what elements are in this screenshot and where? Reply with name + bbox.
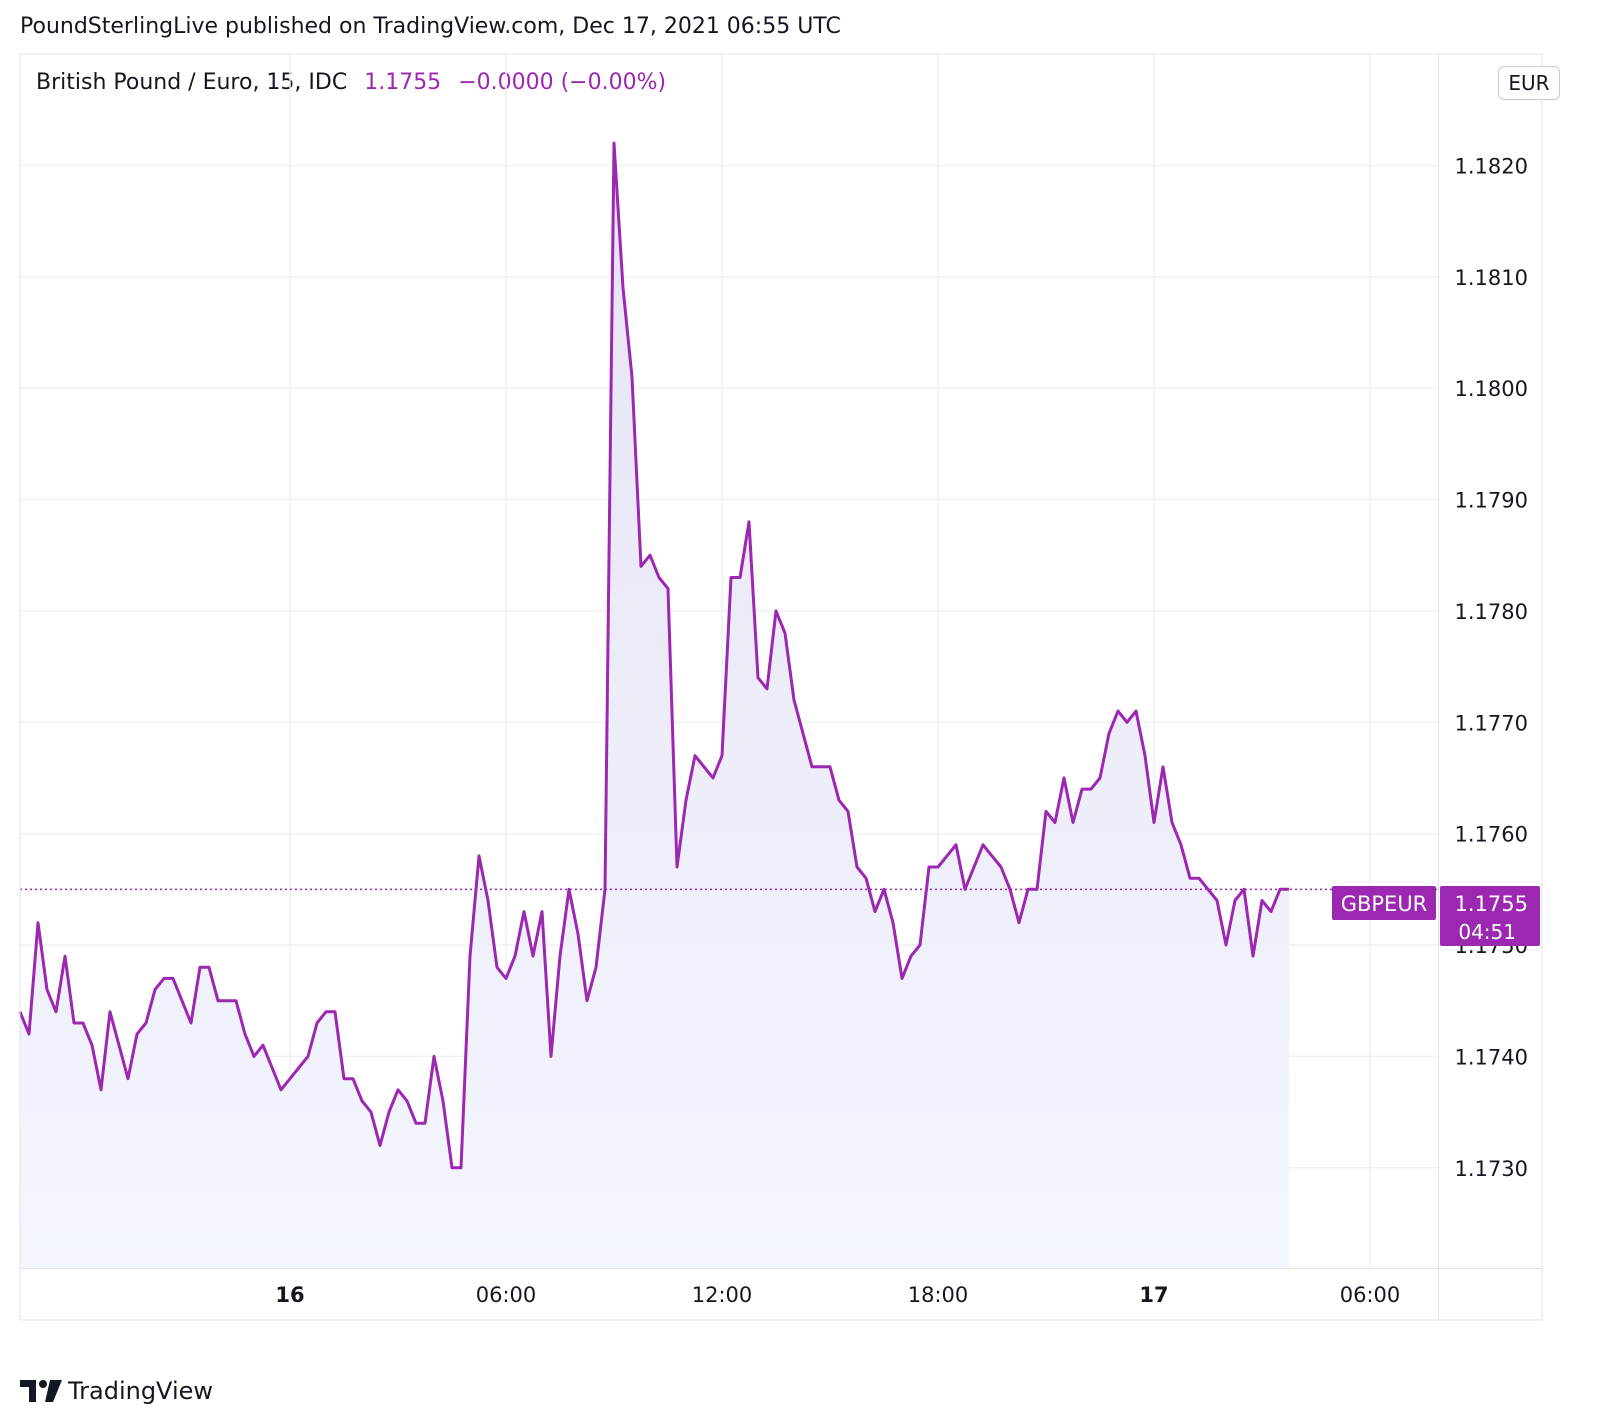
- price-tick-label: 1.1820: [1455, 154, 1528, 178]
- time-axis[interactable]: 16 06:00 12:00 18:00 17 06:00: [275, 1283, 1400, 1307]
- last-price-badges: GBPEUR 1.1755 04:51: [1332, 886, 1540, 946]
- price-area-fill: [20, 143, 1289, 1269]
- currency-button[interactable]: EUR: [1498, 66, 1560, 100]
- ticker-badge: [1332, 886, 1436, 920]
- price-tick-label: 1.1810: [1455, 266, 1528, 290]
- price-tick-label: 1.1800: [1455, 377, 1528, 401]
- price-tick-label: 1.1730: [1455, 1157, 1528, 1181]
- symbol-name[interactable]: British Pound / Euro, 15, IDC: [36, 70, 348, 95]
- price-axis-border: [1438, 54, 1439, 1320]
- price-badge-countdown: 04:51: [1458, 920, 1516, 944]
- price-badge: [1440, 886, 1540, 946]
- price-badge-value: 1.1755: [1455, 892, 1528, 916]
- price-tick-label: 1.1740: [1455, 1045, 1528, 1069]
- symbol-legend: British Pound / Euro, 15, IDC 1.1755 −0.…: [36, 70, 666, 95]
- ticker-badge-label: GBPEUR: [1341, 892, 1428, 916]
- time-tick-label: 16: [275, 1283, 304, 1307]
- price-tick-label: 1.1760: [1455, 823, 1528, 847]
- time-tick-label: 06:00: [1340, 1283, 1401, 1307]
- price-axis[interactable]: 1.17301.17401.17501.17601.17701.17801.17…: [1455, 154, 1528, 1180]
- time-tick-label: 12:00: [692, 1283, 753, 1307]
- legend-change: −0.0000 (−0.00%): [458, 70, 667, 95]
- time-tick-label: 18:00: [908, 1283, 969, 1307]
- time-tick-label: 06:00: [476, 1283, 537, 1307]
- price-line: [18, 141, 1289, 1170]
- price-tick-label: 1.1770: [1455, 711, 1528, 735]
- tradingview-logo-icon: [20, 1380, 62, 1402]
- price-tick-label: 1.1790: [1455, 489, 1528, 513]
- tradingview-wordmark: TradingView: [68, 1377, 214, 1405]
- price-tick-label: 1.1780: [1455, 600, 1528, 624]
- time-axis-border: [20, 1268, 1542, 1269]
- legend-last-value: 1.1755: [364, 70, 442, 95]
- chart-frame: [19, 53, 1543, 1321]
- tradingview-brand[interactable]: TradingView: [20, 1374, 213, 1408]
- time-tick-label: 17: [1139, 1283, 1168, 1307]
- published-caption: PoundSterlingLive published on TradingVi…: [20, 14, 841, 39]
